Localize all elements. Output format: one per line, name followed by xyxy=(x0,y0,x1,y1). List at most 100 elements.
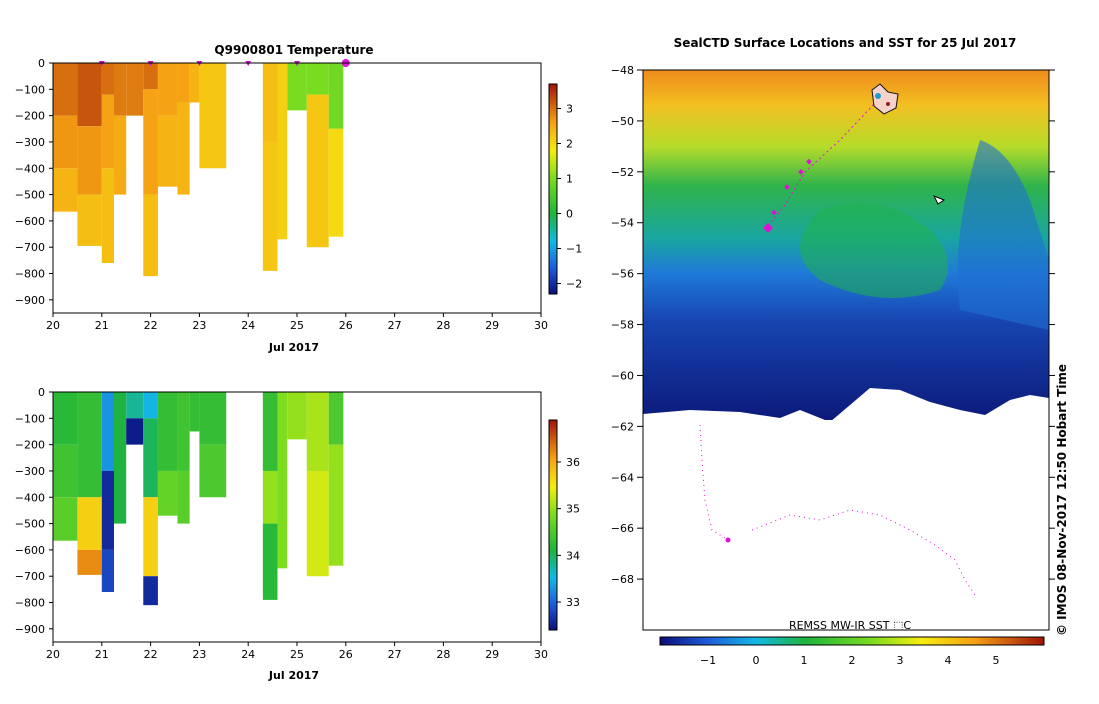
profile-cell xyxy=(114,63,127,116)
x-tick-label: 22 xyxy=(144,319,158,332)
map-title: SealCTD Surface Locations and SST for 25… xyxy=(674,36,1017,50)
y-tick-label: −200 xyxy=(15,439,45,452)
profile-cell xyxy=(157,63,178,116)
x-tick-label: 29 xyxy=(485,319,499,332)
profile-cell xyxy=(177,392,190,471)
profile-cell xyxy=(53,115,78,169)
seal-track-point xyxy=(771,209,777,216)
colorbar-tick-label: 2 xyxy=(566,138,573,151)
y-tick-label: −900 xyxy=(15,623,45,636)
y-tick-label: −300 xyxy=(15,136,45,149)
profile-cell xyxy=(262,523,278,600)
profile-cell xyxy=(101,549,114,592)
seal-track-point xyxy=(763,222,773,233)
profile-cell xyxy=(199,392,227,445)
ice-edge xyxy=(643,388,1049,440)
map-latitude-ticks: −48 −50 −52 −54 −56 −58 −60 −62 −64 −66 … xyxy=(611,64,634,586)
seal-track-under-ice xyxy=(699,424,976,596)
track-point xyxy=(725,537,731,543)
y-tick-label: 0 xyxy=(38,386,45,399)
profile-cell xyxy=(306,470,329,577)
salinity-y-ticks: 0 −100 −200 −300 −400 −500 −600 −700 −80… xyxy=(15,386,45,636)
profile-cell xyxy=(328,63,344,129)
x-tick-label: 30 xyxy=(534,648,548,661)
profile-cell xyxy=(328,392,344,445)
x-tick-label: 25 xyxy=(290,648,304,661)
temperature-x-ticks: 20 21 22 23 24 25 26 27 28 29 30 xyxy=(46,319,548,332)
colorbar-tick-label: −1 xyxy=(566,243,582,256)
profile-cell xyxy=(157,392,178,471)
profile-cell xyxy=(53,392,78,445)
profile-cell xyxy=(114,115,127,195)
profile-cell xyxy=(77,497,102,550)
colorbar-tick-label: −2 xyxy=(566,278,582,291)
profile-cell xyxy=(53,497,78,541)
y-tick-label: −800 xyxy=(15,597,45,610)
profile-cell xyxy=(53,63,78,116)
profile-cell xyxy=(77,194,102,246)
x-tick-label: 30 xyxy=(534,319,548,332)
salinity-x-axis-label: Jul 2017 xyxy=(268,669,319,682)
y-tick-label: −500 xyxy=(15,189,45,202)
profile-cell xyxy=(306,94,329,248)
celsius-tick-label: 5 xyxy=(993,654,1000,667)
seal-track-point xyxy=(784,184,790,190)
secondary-location-marker xyxy=(932,195,946,205)
lat-tick-label: −56 xyxy=(611,268,634,281)
x-tick-label: 26 xyxy=(339,319,353,332)
profile-cell xyxy=(189,392,200,432)
profile-cell xyxy=(189,63,200,103)
celsius-tick-label: 4 xyxy=(945,654,952,667)
profile-cell xyxy=(262,63,278,142)
profile-cell xyxy=(262,141,278,271)
profile-cell xyxy=(143,576,158,606)
profile-cell xyxy=(157,115,178,187)
profile-cell xyxy=(328,444,344,566)
colorbar-tick-label: 1 xyxy=(566,173,573,186)
profile-cell xyxy=(143,194,158,277)
celsius-tick-label: 2 xyxy=(849,654,856,667)
sst-cold-patch xyxy=(957,140,1049,330)
seal-track-point xyxy=(806,158,812,165)
lat-tick-label: −62 xyxy=(611,420,634,433)
celsius-tick-label: 0 xyxy=(753,654,760,667)
seal-track-line xyxy=(767,99,879,227)
y-tick-label: −400 xyxy=(15,491,45,504)
x-tick-label: 25 xyxy=(290,319,304,332)
x-tick-label: 28 xyxy=(436,319,450,332)
colorbar-tick-label: 3 xyxy=(566,103,573,116)
x-tick-label: 28 xyxy=(436,648,450,661)
y-tick-label: −300 xyxy=(15,465,45,478)
y-tick-label: −200 xyxy=(15,110,45,123)
x-tick-label: 23 xyxy=(192,648,206,661)
profile-cell xyxy=(101,470,114,550)
y-tick-label: −900 xyxy=(15,294,45,307)
lat-tick-label: −54 xyxy=(611,217,634,230)
y-tick-label: −600 xyxy=(15,544,45,557)
profile-cell xyxy=(101,168,114,263)
profile-cell xyxy=(143,418,158,498)
salinity-colorbar-ticks: 36 35 34 33 xyxy=(566,456,580,609)
map-caption: REMSS MW-IR SST ⬚C xyxy=(789,619,911,632)
surface-location-cluster xyxy=(871,83,899,115)
map-frame xyxy=(642,69,1050,631)
salinity-x-ticks: 20 21 22 23 24 25 26 27 28 29 30 xyxy=(46,648,548,661)
x-tick-label: 29 xyxy=(485,648,499,661)
profile-cell xyxy=(53,444,78,498)
temperature-colorbar-ticks: 3 2 1 0 −1 −2 xyxy=(566,103,582,291)
y-tick-label: −400 xyxy=(15,162,45,175)
y-tick-label: −500 xyxy=(15,518,45,531)
seal-track-points xyxy=(763,158,812,233)
seal-track-point xyxy=(798,168,804,175)
sst-map-panel: SealCTD Surface Locations and SST for 25… xyxy=(611,36,1069,667)
colorbar-tick-label: 35 xyxy=(566,503,580,516)
x-tick-label: 21 xyxy=(95,319,109,332)
profile-cell xyxy=(143,63,158,90)
profile-cell xyxy=(101,94,114,169)
profile-cell xyxy=(126,418,144,445)
x-tick-label: 24 xyxy=(241,319,255,332)
celsius-tick-label: 3 xyxy=(897,654,904,667)
x-tick-label: 26 xyxy=(339,648,353,661)
lat-tick-label: −58 xyxy=(611,319,634,332)
temperature-panel: Q9900801 Temperature 0 −100 −200 −300 −4… xyxy=(15,43,582,354)
